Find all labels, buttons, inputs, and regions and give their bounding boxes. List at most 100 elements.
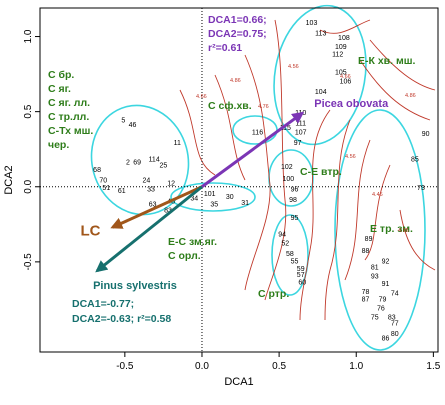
contour-label: 4.46 — [372, 192, 383, 198]
site-label: 114 — [149, 157, 160, 164]
x-tick-label: 1.5 — [426, 361, 440, 372]
annotation: r²=0.61 — [208, 42, 242, 54]
biplot-arrow — [110, 185, 203, 229]
group-label: чер. — [48, 139, 69, 151]
site-label: 96 — [291, 187, 299, 194]
group-label: С тр.лл. — [48, 111, 89, 123]
contour-label: 4.56 — [288, 64, 299, 70]
site-label: 46 — [129, 122, 137, 129]
contour-label: 4.66 — [196, 94, 207, 100]
contour-label: 4.66 — [340, 74, 351, 80]
site-label: 112 — [332, 51, 343, 58]
contours — [179, 19, 436, 321]
x-tick-label: 1.0 — [349, 361, 363, 372]
site-label: 12 — [167, 181, 175, 188]
site-label: 95 — [291, 215, 299, 222]
site-label: 94 — [278, 232, 286, 239]
site-label: 51 — [102, 185, 110, 192]
site-label: 83 — [388, 314, 396, 321]
site-label: 77 — [391, 320, 399, 327]
site-label: 91 — [382, 281, 390, 288]
group-label: С-Тх мш. — [48, 125, 93, 137]
contour-label: 4.76 — [258, 104, 269, 110]
site-label: 116 — [252, 130, 263, 137]
site-label: 88 — [362, 248, 370, 255]
site-label: 80 — [391, 331, 399, 338]
site-label: 60 — [298, 280, 306, 287]
site-label: 90 — [422, 131, 430, 138]
site-label: 35 — [210, 202, 218, 209]
group-label: С яг. — [48, 83, 71, 95]
group-label: Е-С зм.яг. — [168, 236, 217, 248]
site-label: 73 — [417, 185, 425, 192]
group-label: С яг. лл. — [48, 97, 90, 109]
site-label: 63 — [149, 202, 157, 209]
group-label: С орл. — [168, 250, 201, 262]
site-label: 111 — [295, 121, 306, 128]
site-label: 61 — [118, 188, 126, 195]
contour-label: 4.76 — [398, 228, 409, 234]
site-label: 106 — [340, 78, 352, 85]
x-tick-label: 0.0 — [195, 361, 209, 372]
plot-frame — [39, 7, 439, 353]
biplot-arrow — [201, 111, 305, 188]
y-tick-label: 1.0 — [23, 29, 34, 43]
site-label: 85 — [411, 157, 419, 164]
annotation: DCA2=-0.63; r²=0.58 — [72, 313, 171, 325]
site-label: 31 — [241, 200, 249, 207]
site-label: 107 — [295, 130, 307, 137]
site-label: 75 — [371, 314, 379, 321]
site-label: 98 — [289, 197, 297, 204]
y-tick-label: 0.0 — [23, 179, 34, 193]
site-label: 104 — [315, 89, 327, 96]
site-label: 89 — [365, 236, 373, 243]
site-label: 58 — [286, 251, 294, 258]
site-label: 74 — [391, 290, 399, 297]
group-label: Е-К хв. мш. — [358, 55, 415, 67]
arrow-label: LC — [81, 222, 101, 239]
arrow-label: Pinus sylvestris — [93, 280, 177, 292]
site-label: 69 — [133, 160, 141, 167]
site-label: 109 — [335, 44, 347, 51]
group-label: С бр. — [48, 69, 74, 81]
site-label: 11 — [174, 140, 181, 147]
site-label: 79 — [379, 296, 387, 303]
site-label: 105 — [335, 69, 347, 76]
site-label: 81 — [371, 265, 379, 272]
site-label: 108 — [338, 35, 350, 42]
site-label: 115 — [280, 125, 291, 132]
site-label: 100 — [283, 176, 295, 183]
annotation: DCA2=0.75; — [208, 28, 267, 40]
site-label: 92 — [382, 259, 390, 266]
site-label: 93 — [371, 274, 379, 281]
site-label: 34 — [190, 196, 198, 203]
site-label: 57 — [297, 272, 305, 279]
site-label: 59 — [297, 266, 305, 273]
group-label: Е тр. зм. — [370, 223, 413, 235]
y-tick-label: -0.5 — [23, 253, 34, 271]
contour-label: 4.56 — [345, 154, 356, 160]
site-label: 86 — [382, 335, 390, 342]
site-label: 78 — [362, 289, 370, 296]
site-label: 55 — [291, 259, 299, 266]
site-label: 25 — [160, 163, 168, 170]
group-label: С ртр. — [258, 288, 289, 300]
site-label: 5 — [121, 118, 125, 125]
site-label: 33 — [147, 187, 155, 194]
site-label: 70 — [99, 178, 107, 185]
site-label: 83 — [164, 208, 172, 215]
site-label: 76 — [377, 305, 385, 312]
contour-label: 4.86 — [230, 78, 241, 84]
group-label: С-Е втр. — [300, 166, 342, 178]
biplot-arrow — [95, 185, 203, 273]
site-label: 97 — [294, 140, 302, 147]
site-label: 2 — [126, 160, 130, 167]
site-label: 103 — [306, 20, 318, 27]
site-label: 30 — [226, 194, 234, 201]
site-label: 52 — [281, 241, 289, 248]
site-label: 113 — [315, 30, 326, 37]
site-label: 101 — [204, 191, 216, 198]
site-label: 102 — [281, 164, 293, 171]
site-label: 87 — [362, 296, 370, 303]
